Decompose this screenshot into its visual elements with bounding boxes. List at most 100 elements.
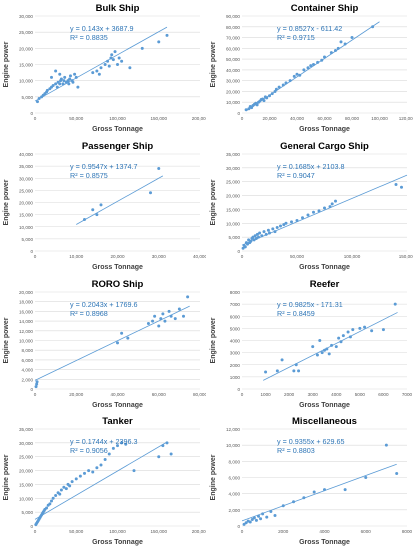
y-tick-label: 40,000 (19, 152, 33, 157)
data-point (173, 317, 177, 321)
data-point (271, 227, 275, 231)
data-point (254, 237, 258, 241)
data-point (244, 521, 248, 525)
y-tick-label: 10,000 (226, 100, 240, 105)
y-tick-label: 25,000 (19, 455, 33, 460)
y-tick-label: 18,000 (19, 300, 33, 305)
data-point (316, 60, 320, 64)
data-point (252, 516, 256, 520)
y-tick-label: 30,000 (19, 441, 33, 446)
y-tick-label: 40,000 (226, 68, 240, 73)
x-tick-label: 2000 (284, 392, 295, 397)
data-point (124, 442, 128, 446)
chart-panel: Passenger Ship 0 5,000 10,000 15,000 20,000 25… (0, 138, 207, 275)
data-point (284, 221, 288, 225)
y-axis-label: Engine power (3, 317, 10, 363)
data-point (58, 72, 62, 76)
y-tick-label: 0 (237, 524, 240, 529)
data-point (311, 345, 315, 349)
x-tick-label: 60,000 (152, 392, 166, 397)
data-point (327, 352, 331, 356)
data-point (297, 369, 301, 373)
y-tick-label: 15,000 (226, 207, 240, 212)
y-tick-label: 20,000 (226, 89, 240, 94)
x-axis-label: Gross Tonnage (92, 539, 143, 546)
data-point (103, 457, 107, 461)
data-point (111, 58, 115, 62)
y-tick-label: 10,000 (226, 443, 240, 448)
data-point (336, 46, 340, 50)
data-point (126, 336, 130, 340)
scatter-chart: RORO Ship 0 2,000 4,000 6,000 8,000 10,000 12,0… (3, 279, 207, 409)
r-squared: R² = 0.8835 (70, 33, 108, 42)
data-point (242, 522, 246, 526)
x-tick-label: 30,000 (152, 254, 166, 259)
y-tick-label: 30,000 (226, 79, 240, 84)
data-point (87, 469, 91, 473)
data-point (159, 317, 163, 321)
y-tick-label: 2,000 (229, 508, 241, 513)
data-point (117, 56, 121, 60)
x-tick-label: 40,000 (193, 254, 206, 259)
y-tick-label: 8000 (230, 290, 241, 295)
y-tick-label: 12,000 (226, 427, 240, 432)
data-point (275, 225, 279, 229)
y-tick-label: 90,000 (226, 14, 240, 19)
data-point (298, 73, 302, 77)
x-tick-label: 3000 (308, 392, 319, 397)
x-axis-label: Gross Tonnage (299, 264, 350, 271)
data-point (277, 85, 281, 89)
data-point (312, 63, 315, 66)
r-squared: R² = 0.9047 (277, 171, 315, 180)
data-point (306, 213, 310, 217)
data-point (63, 75, 67, 79)
y-tick-label: 70,000 (226, 36, 240, 41)
data-point (120, 331, 124, 335)
r-squared: R² = 0.8803 (277, 446, 315, 455)
data-point (247, 107, 251, 111)
data-point (116, 341, 119, 345)
y-tick-label: 14,000 (19, 319, 33, 324)
data-point (107, 64, 111, 68)
data-point (54, 69, 58, 73)
y-axis-label: Engine power (3, 41, 10, 87)
data-point (50, 75, 53, 79)
y-tick-label: 6,000 (22, 358, 34, 363)
data-point (262, 230, 266, 234)
data-point (54, 82, 58, 86)
data-point (370, 329, 374, 333)
data-point (99, 463, 103, 467)
data-point (163, 319, 167, 323)
data-point (259, 517, 263, 521)
data-point (68, 484, 72, 488)
trend-line (76, 175, 164, 225)
data-point (62, 485, 66, 489)
data-point (153, 314, 157, 318)
data-point (292, 74, 296, 78)
data-point (268, 94, 271, 98)
x-tick-label: 100,000 (109, 116, 126, 121)
data-point (59, 488, 63, 492)
data-point (292, 369, 296, 373)
y-tick-label: 20,000 (19, 469, 33, 474)
data-point (280, 358, 284, 362)
x-tick-label: 150,000 (150, 116, 167, 121)
data-point (343, 42, 347, 46)
data-point (302, 68, 306, 72)
data-point (268, 231, 271, 235)
data-point (358, 326, 362, 330)
data-point (323, 348, 326, 352)
x-tick-label: 10,000 (69, 254, 83, 259)
chart-title: Tanker (102, 416, 133, 427)
data-point (45, 88, 49, 92)
x-tick-label: 150,000 (399, 254, 413, 259)
data-point (106, 59, 110, 63)
y-tick-label: 16,000 (19, 309, 33, 314)
data-point (165, 441, 169, 445)
y-tick-label: 3000 (230, 351, 241, 356)
data-point (111, 446, 115, 450)
data-point (169, 452, 173, 456)
data-point (91, 470, 95, 474)
x-tick-label: 120,000 (399, 116, 413, 121)
data-point (62, 79, 66, 83)
